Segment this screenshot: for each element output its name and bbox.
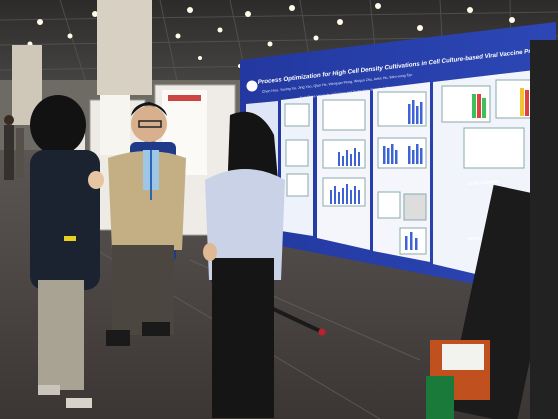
poster-results-heading: RESULTS — [485, 73, 505, 80]
poster-stand-post — [530, 40, 558, 419]
person-man-presenter — [106, 102, 186, 346]
background-people — [4, 115, 24, 180]
person-woman-left — [30, 95, 104, 408]
poster-conclusions-heading: CONCLUSIONS — [468, 179, 499, 186]
person-woman-center — [203, 111, 285, 418]
poster-references-heading: REFERENCES — [468, 235, 497, 241]
bag-green — [426, 376, 454, 419]
stick-cap — [318, 328, 326, 336]
university-logo — [245, 79, 259, 93]
pillar-center — [97, 0, 152, 95]
paper-stack — [442, 344, 484, 370]
poster-back-1 — [100, 95, 130, 155]
poster-back-2-header — [168, 95, 201, 101]
